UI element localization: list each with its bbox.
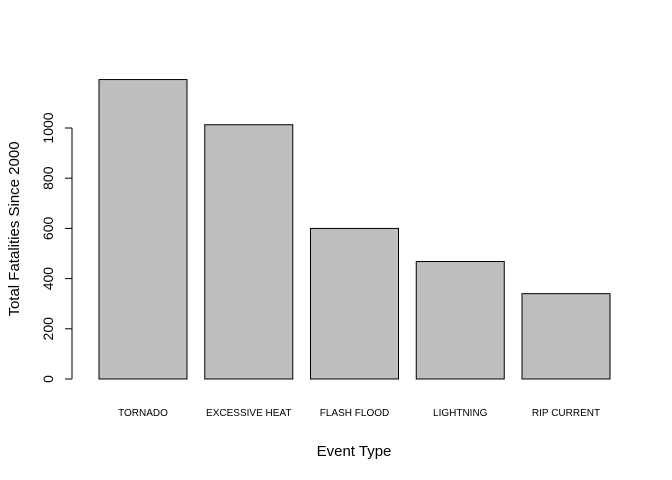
y-tick-label: 800	[40, 166, 56, 190]
x-tick-label: TORNADO	[118, 408, 168, 419]
bar-rip-current	[521, 293, 611, 380]
y-tick-label: 400	[40, 267, 56, 291]
y-tick-label: 1000	[40, 112, 56, 143]
y-axis: 0 200 400 600 800 1000	[40, 112, 73, 383]
x-tick-label: EXCESSIVE HEAT	[206, 408, 291, 419]
x-tick-label: FLASH FLOOD	[320, 408, 389, 419]
x-tick-label: LIGHTNING	[433, 408, 488, 419]
bar-excessive-heat	[204, 124, 294, 380]
bars-group	[98, 79, 611, 380]
y-axis-title: Total Fatalities Since 2000	[6, 141, 23, 316]
x-tick-label: RIP CURRENT	[532, 408, 600, 419]
x-axis-title: Event Type	[317, 443, 392, 460]
bar-lightning	[415, 261, 505, 380]
y-tick-label: 0	[40, 375, 56, 383]
y-tick-label: 200	[40, 317, 56, 341]
x-tick-labels: TORNADO EXCESSIVE HEAT FLASH FLOOD LIGHTNIN…	[118, 408, 600, 419]
y-tick-label: 600	[40, 217, 56, 241]
bar-flash-flood	[310, 227, 399, 380]
bar-tornado	[98, 79, 188, 380]
